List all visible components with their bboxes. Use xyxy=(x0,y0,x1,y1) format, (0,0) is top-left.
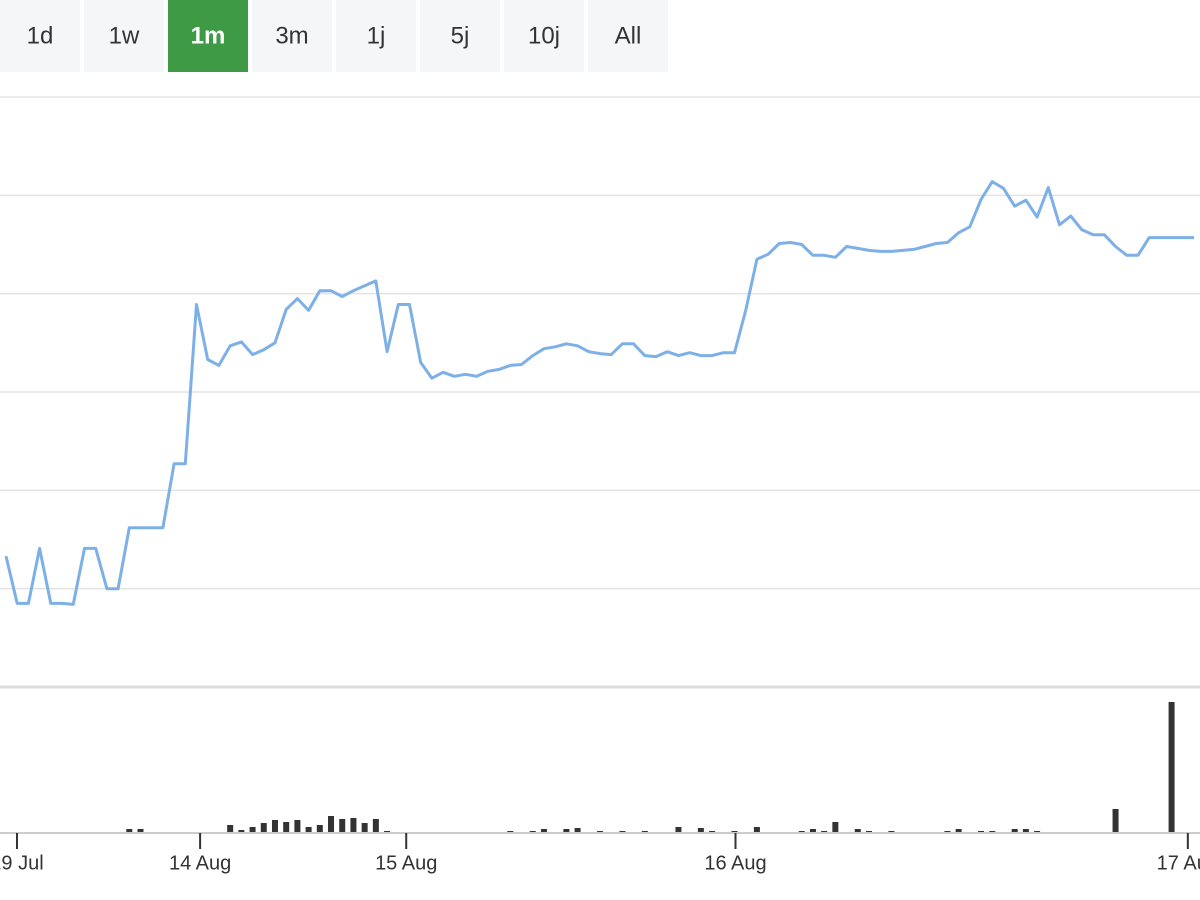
volume-bar xyxy=(697,828,704,833)
button-bg xyxy=(84,0,164,72)
volume-bar xyxy=(283,822,290,833)
button-label: All xyxy=(615,22,642,49)
price-line xyxy=(4,180,1194,606)
volume-bar xyxy=(271,820,278,833)
range-button[interactable]: 5j xyxy=(420,0,500,72)
volume-bar xyxy=(1112,809,1119,833)
button-label: 10j xyxy=(528,22,560,49)
x-tick-label: 15 Aug xyxy=(375,852,437,874)
button-label: 1w xyxy=(109,22,140,49)
x-tick-label: 14 Aug xyxy=(169,852,231,874)
volume-bar xyxy=(339,819,346,833)
range-button[interactable]: All xyxy=(588,0,668,72)
button-bg xyxy=(336,0,416,72)
x-tick-label: 16 Aug xyxy=(704,852,766,874)
volume-bar xyxy=(316,825,323,833)
volume-bar xyxy=(361,823,368,833)
button-label: 1d xyxy=(27,22,54,49)
button-bg xyxy=(504,0,584,72)
volume-bar xyxy=(563,829,570,833)
button-bg xyxy=(0,0,80,72)
volume-bar xyxy=(540,829,547,833)
volume-bar xyxy=(249,827,256,833)
button-label: 1m xyxy=(191,22,226,49)
range-button[interactable]: 1m xyxy=(168,0,248,72)
button-label: 3m xyxy=(275,22,308,49)
volume-bar xyxy=(305,827,312,833)
button-label: 1j xyxy=(367,22,386,49)
range-button[interactable]: 10j xyxy=(504,0,584,72)
volume-bar xyxy=(137,829,144,833)
volume-bar xyxy=(260,823,267,833)
button-bg xyxy=(252,0,332,72)
volume-bar xyxy=(238,830,245,833)
button-bg xyxy=(420,0,500,72)
volume-bar xyxy=(809,829,816,833)
volume-bar xyxy=(372,819,379,833)
x-tick-label: 17 Aug xyxy=(1157,852,1200,874)
button-bg xyxy=(588,0,668,72)
volume-bar xyxy=(574,828,581,833)
volume-bar xyxy=(1011,829,1018,833)
button-bg xyxy=(168,0,248,72)
price-chart: 29 Jul 14 Aug 15 Aug 16 Aug 17 Aug xyxy=(0,96,1200,874)
volume-bar xyxy=(1168,702,1175,833)
range-button[interactable]: 1d xyxy=(0,0,80,72)
range-button[interactable]: 1j xyxy=(336,0,416,72)
volume-bar xyxy=(227,825,234,833)
range-buttons: 1d 1w 1m 3m 1j 5j 10j All xyxy=(0,0,668,72)
volume-bar xyxy=(328,816,335,833)
volume-bar xyxy=(1022,829,1029,833)
volume-bar xyxy=(955,829,962,833)
volume-bar xyxy=(753,827,760,833)
volume-bar xyxy=(350,818,357,833)
volume-bar xyxy=(832,822,839,833)
volume-bar xyxy=(294,820,301,833)
range-button[interactable]: 3m xyxy=(252,0,332,72)
x-tick-label: 29 Jul xyxy=(0,852,44,874)
range-button[interactable]: 1w xyxy=(84,0,164,72)
volume-bar xyxy=(854,829,861,833)
volume-bar xyxy=(126,829,133,833)
button-label: 5j xyxy=(451,22,470,49)
volume-bar xyxy=(675,827,682,833)
